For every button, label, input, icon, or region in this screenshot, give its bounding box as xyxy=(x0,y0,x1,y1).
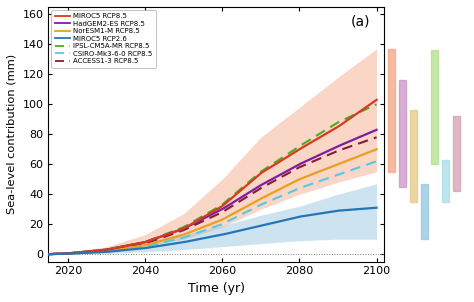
Bar xyxy=(453,116,460,191)
Bar xyxy=(410,110,417,202)
Bar xyxy=(431,50,438,164)
Bar xyxy=(388,49,395,172)
Bar xyxy=(420,184,428,239)
Legend: MIROC5 RCP8.5, HadGEM2-ES RCP8.5, NorESM1-M RCP8.5, MIROC5 RCP2.6, IPSL-CM5A-MR : MIROC5 RCP8.5, HadGEM2-ES RCP8.5, NorESM… xyxy=(51,10,156,68)
X-axis label: Time (yr): Time (yr) xyxy=(188,282,245,295)
Bar xyxy=(399,80,406,187)
Y-axis label: Sea-level contribution (mm): Sea-level contribution (mm) xyxy=(7,54,17,214)
Text: (a): (a) xyxy=(351,14,370,29)
Bar xyxy=(442,160,449,202)
